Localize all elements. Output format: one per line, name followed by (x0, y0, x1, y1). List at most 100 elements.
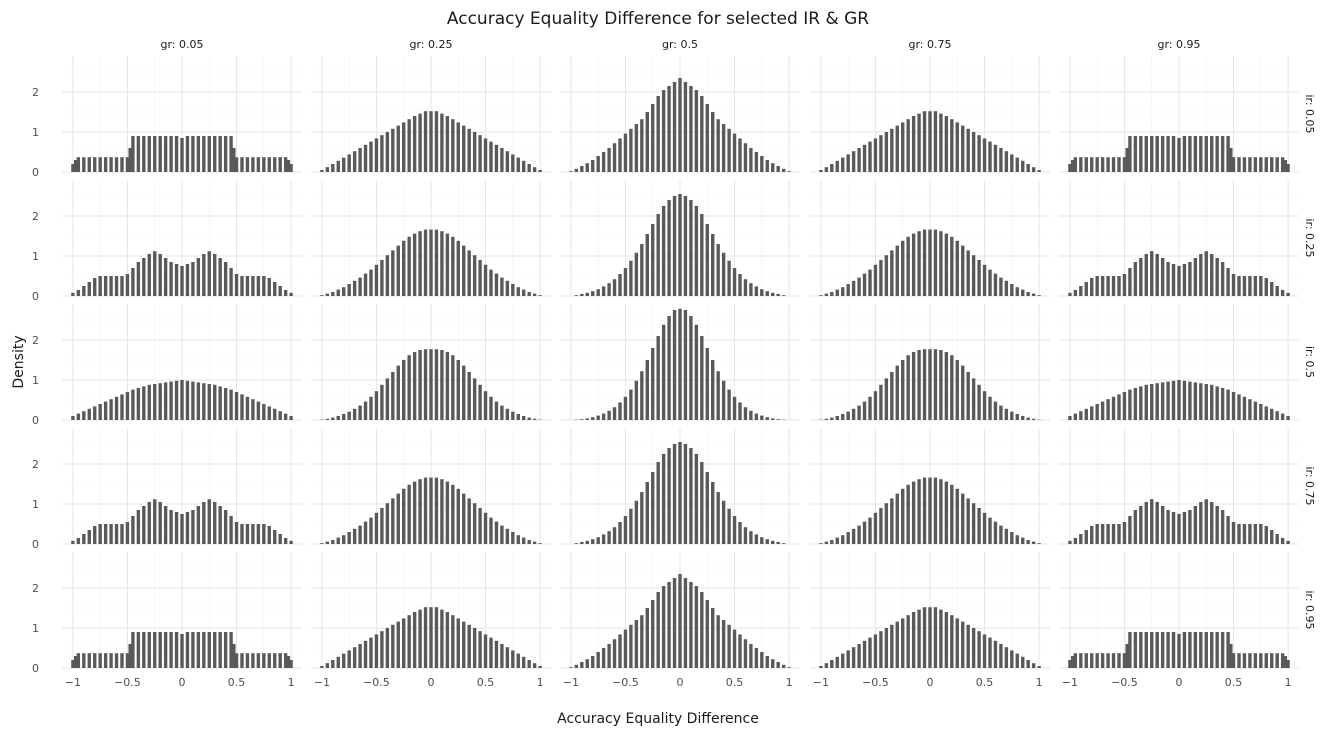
bar (180, 634, 184, 668)
bar (142, 258, 146, 296)
bar (114, 276, 119, 296)
bar (402, 360, 406, 420)
bar (385, 503, 390, 544)
y-tick-label: 1 (32, 622, 39, 635)
bar (776, 294, 780, 296)
bar (1015, 287, 1019, 296)
bar (131, 389, 135, 420)
bar (500, 148, 504, 172)
bar (678, 442, 682, 544)
bar (906, 484, 910, 544)
bar (841, 287, 845, 296)
bar (158, 383, 162, 420)
bar (1015, 535, 1019, 544)
bar (939, 479, 943, 544)
bar (683, 82, 688, 172)
bar (538, 295, 542, 296)
bar (601, 286, 606, 296)
bar (418, 350, 422, 420)
bar (851, 647, 856, 668)
bar (754, 648, 759, 668)
bar (423, 229, 428, 296)
bar (1155, 632, 1159, 668)
bar (591, 417, 595, 420)
bar (961, 125, 965, 172)
bar (352, 151, 357, 172)
bar (656, 96, 660, 172)
bar (147, 502, 151, 544)
bar (494, 401, 499, 420)
bar (489, 396, 493, 420)
bar (961, 365, 965, 420)
bar (174, 512, 179, 544)
bar (841, 157, 845, 172)
bar (522, 537, 526, 544)
bar (1031, 167, 1036, 172)
bar (651, 600, 655, 668)
bar (939, 350, 943, 420)
bar (191, 262, 195, 296)
bar (185, 512, 190, 544)
bar (895, 125, 899, 172)
bar (434, 349, 439, 420)
bar (1166, 262, 1170, 296)
bar (467, 498, 471, 544)
bar (711, 608, 715, 668)
bar (977, 135, 981, 172)
bar (262, 157, 266, 172)
bar (440, 113, 444, 172)
bar (1144, 254, 1148, 296)
bar (1031, 663, 1036, 668)
bar (532, 663, 537, 668)
bar (1283, 160, 1288, 172)
bar (830, 292, 834, 296)
bar (1199, 632, 1203, 668)
bar (1155, 502, 1159, 544)
bar (114, 396, 119, 420)
bar (1155, 383, 1159, 420)
bar (532, 167, 537, 172)
bar (412, 233, 417, 296)
x-tick-label: 0 (428, 676, 435, 689)
bar (402, 488, 406, 544)
bar (911, 481, 916, 544)
bar (721, 620, 726, 668)
bar (1111, 276, 1116, 296)
bar (352, 647, 357, 668)
bar (1021, 289, 1025, 296)
bar (1237, 276, 1241, 296)
bar (169, 136, 173, 172)
bar (890, 372, 894, 420)
bar (267, 278, 271, 296)
bar (993, 144, 998, 172)
bar (911, 116, 916, 172)
bar (1199, 136, 1203, 172)
bar (890, 498, 894, 544)
bar (1166, 136, 1170, 172)
bar (331, 292, 335, 296)
bar (158, 136, 162, 172)
bar (1286, 540, 1290, 544)
bar (1177, 138, 1181, 172)
bar (1079, 286, 1083, 296)
bar (612, 407, 617, 420)
bar (1166, 510, 1170, 544)
bar (391, 250, 395, 296)
bar (1199, 254, 1203, 296)
bar (412, 352, 417, 420)
bar (601, 648, 606, 668)
bar (336, 416, 340, 420)
bar (1015, 157, 1019, 172)
bar (884, 255, 889, 296)
bar (1242, 524, 1247, 544)
bar (440, 231, 444, 296)
bar (527, 540, 531, 544)
bar (423, 111, 428, 172)
bar (320, 295, 324, 296)
bar (467, 372, 471, 420)
bar (1100, 653, 1105, 668)
bar (711, 112, 715, 172)
bar (223, 388, 228, 420)
bar (1021, 416, 1025, 420)
